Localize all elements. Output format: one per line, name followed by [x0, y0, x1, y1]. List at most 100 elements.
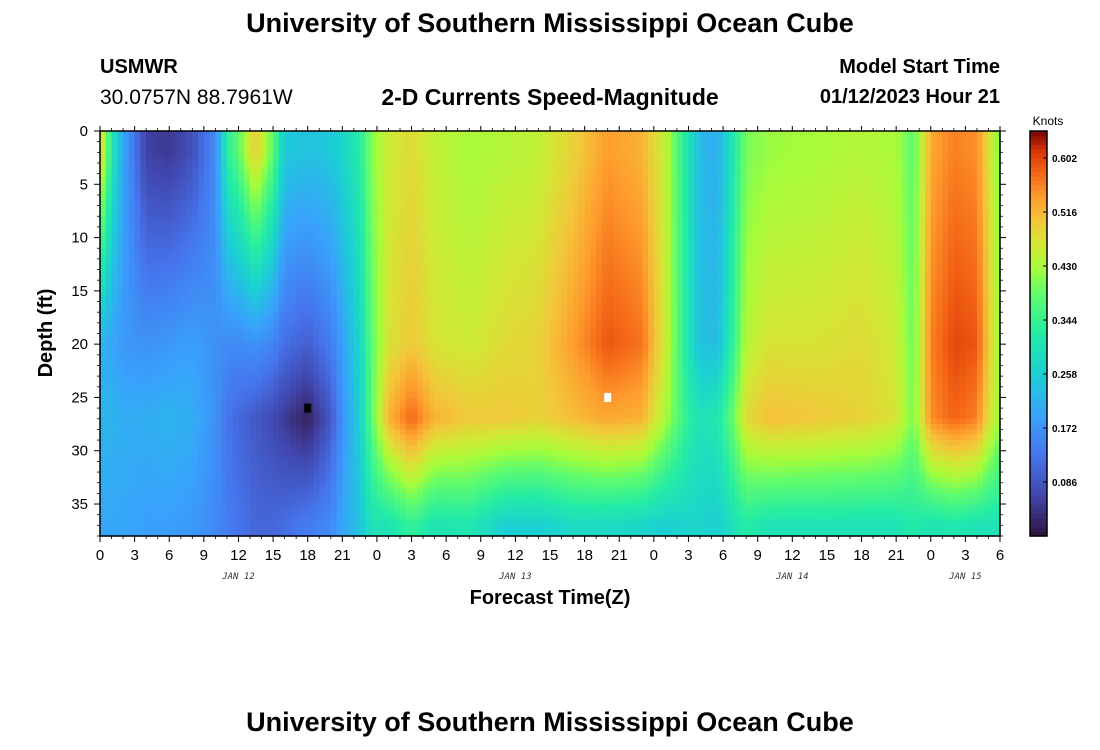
heatmap-cell [330, 280, 338, 287]
heatmap-cell [261, 365, 268, 372]
heatmap-cell [146, 237, 153, 244]
heatmap-cell [226, 290, 234, 297]
heatmap-cell [232, 136, 240, 143]
heatmap-cell [250, 504, 257, 510]
heatmap-cell [267, 370, 274, 377]
heatmap-cell [319, 338, 326, 345]
heatmap-cell [428, 285, 436, 292]
heatmap-cell [226, 173, 234, 180]
heatmap-cell [215, 210, 222, 217]
heatmap-cell [180, 226, 188, 233]
heatmap-cell [215, 131, 222, 137]
heatmap-cell [457, 328, 465, 335]
heatmap-cell [365, 466, 372, 473]
heatmap-cell [134, 237, 141, 244]
heatmap-cell [209, 450, 216, 457]
heatmap-cell [255, 178, 263, 185]
heatmap-cell [348, 248, 355, 255]
model-start-time: 01/12/2023 Hour 21 [819, 86, 1000, 108]
heatmap-cell [250, 488, 257, 494]
heatmap-cell [250, 296, 257, 303]
heatmap-cell [117, 168, 124, 175]
heatmap-cell [451, 477, 459, 484]
heatmap-cell [209, 370, 216, 377]
heatmap-cell [244, 301, 251, 308]
heatmap-cell [382, 269, 390, 276]
heatmap-cell [371, 509, 378, 516]
heatmap-cell [111, 157, 118, 164]
heatmap-cell [146, 349, 153, 356]
heatmap-cell [423, 328, 430, 335]
heatmap-cell [169, 504, 176, 510]
heatmap-cell [336, 360, 343, 367]
heatmap-cell [434, 269, 441, 276]
heatmap-cell [134, 461, 141, 468]
heatmap-cell [336, 520, 343, 526]
heatmap-cell [342, 168, 349, 175]
heatmap-cell [226, 498, 234, 505]
heatmap-cell [313, 520, 320, 526]
heatmap-cell [313, 354, 320, 361]
heatmap-cell [278, 242, 286, 249]
heatmap-cell [434, 440, 441, 447]
heatmap-cell [376, 381, 384, 388]
heatmap-cell [111, 434, 118, 441]
heatmap-cell [186, 274, 193, 281]
heatmap-cell [405, 349, 413, 356]
heatmap-cell [457, 280, 465, 287]
heatmap-cell [400, 349, 407, 356]
heatmap-cell [198, 184, 205, 191]
heatmap-cell [342, 434, 349, 441]
heatmap-cell [238, 418, 245, 425]
heatmap-cell [325, 360, 332, 367]
heatmap-cell [175, 152, 182, 159]
heatmap-cell [169, 242, 176, 249]
heatmap-cell [446, 296, 453, 303]
heatmap-cell [198, 178, 205, 185]
heatmap-cell [330, 429, 338, 436]
heatmap-cell [151, 498, 159, 505]
heatmap-cell [192, 237, 199, 244]
heatmap-cell [469, 344, 476, 351]
heatmap-cell [151, 301, 159, 308]
heatmap-cell [296, 312, 303, 319]
heatmap-cell [290, 168, 297, 175]
heatmap-cell [151, 472, 159, 478]
heatmap-cell [411, 424, 418, 431]
heatmap-cell [267, 509, 274, 516]
heatmap-cell [394, 131, 401, 137]
heatmap-cell [175, 477, 182, 484]
heatmap-cell [342, 322, 349, 329]
heatmap-cell [140, 152, 147, 159]
heatmap-cell [100, 413, 107, 420]
heatmap-cell [423, 482, 430, 489]
heatmap-cell [100, 418, 107, 425]
heatmap-cell [365, 168, 372, 175]
heatmap-cell [446, 162, 453, 169]
heatmap-cell [244, 413, 251, 420]
heatmap-cell [469, 226, 476, 233]
heatmap-cell [296, 242, 303, 249]
heatmap-cell [353, 349, 361, 356]
heatmap-cell [198, 274, 205, 281]
heatmap-cell [388, 509, 395, 516]
heatmap-cell [313, 402, 320, 409]
heatmap-cell [290, 152, 297, 159]
heatmap-cell [192, 429, 199, 436]
heatmap-cell [463, 216, 470, 223]
heatmap-cell [348, 136, 355, 143]
heatmap-cell [215, 274, 222, 281]
heatmap-cell [440, 274, 447, 281]
heatmap-cell [267, 349, 274, 356]
heatmap-cell [400, 392, 407, 399]
heatmap-cell [428, 344, 436, 351]
heatmap-cell [307, 328, 315, 335]
heatmap-cell [353, 253, 361, 260]
heatmap-cell [267, 258, 274, 265]
heatmap-cell [100, 184, 107, 191]
heatmap-cell [226, 312, 234, 319]
heatmap-cell [284, 445, 291, 452]
heatmap-cell [301, 514, 309, 521]
heatmap-cell [400, 333, 407, 340]
heatmap-cell [244, 397, 251, 404]
